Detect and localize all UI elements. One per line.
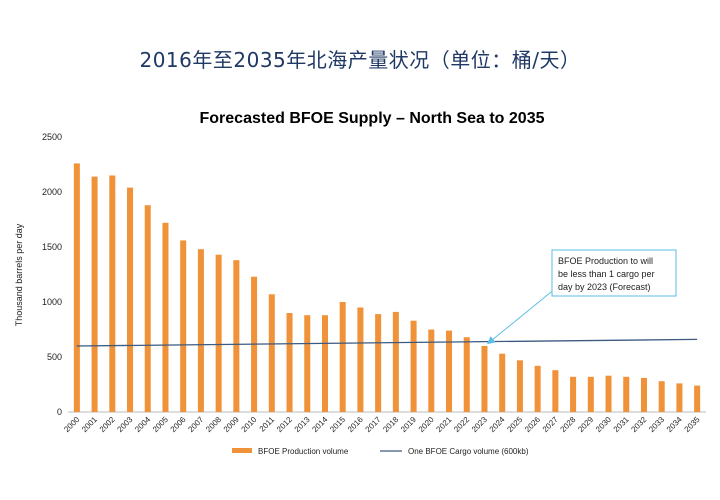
bar (304, 315, 311, 412)
bar (357, 307, 364, 412)
x-tick-label: 2030 (594, 415, 613, 434)
x-tick-label: 2014 (310, 415, 329, 434)
legend-bar-swatch (232, 448, 252, 453)
bar (481, 346, 488, 412)
x-tick-label: 2010 (240, 415, 259, 434)
bar (375, 314, 382, 412)
bar (446, 330, 453, 412)
x-tick-label: 2019 (399, 415, 418, 434)
x-tick-label: 2000 (62, 415, 81, 434)
x-tick-label: 2026 (523, 415, 542, 434)
x-tick-label: 2031 (612, 415, 631, 434)
bar (339, 302, 346, 412)
callout-text: BFOE Production to will be less than 1 c… (558, 256, 657, 292)
x-axis: 2000200120022003200420052006200720082009… (62, 411, 706, 434)
bar (268, 294, 275, 412)
bar (605, 375, 612, 412)
x-tick-label: 2034 (665, 415, 684, 434)
bar (321, 315, 328, 412)
y-tick-label: 2000 (42, 187, 62, 197)
bar (552, 370, 559, 412)
bar (570, 376, 577, 412)
y-tick-label: 2500 (42, 132, 62, 142)
page-title: 2016年至2035年北海产量状况（单位：桶/天） (139, 48, 581, 72)
x-tick-label: 2016 (346, 415, 365, 434)
legend-bar-label: BFOE Production volume (258, 447, 349, 456)
bar (73, 163, 80, 412)
bar (694, 385, 701, 412)
callout-arrow (486, 287, 557, 345)
callout-box (551, 249, 677, 297)
bar (144, 205, 151, 412)
x-tick-label: 2020 (417, 415, 436, 434)
y-tick-label: 1000 (42, 297, 62, 307)
x-tick-label: 2025 (505, 415, 524, 434)
x-tick-label: 2024 (488, 415, 507, 434)
y-axis: 0 500 1000 1500 2000 2500 (42, 132, 62, 417)
x-tick-label: 2032 (629, 415, 648, 434)
bar (180, 240, 187, 412)
bar (91, 176, 98, 412)
x-tick-label: 2006 (169, 415, 188, 434)
bar (499, 353, 506, 412)
x-tick-label: 2012 (275, 415, 294, 434)
x-tick-label: 2007 (186, 415, 205, 434)
y-tick-label: 1500 (42, 242, 62, 252)
x-tick-label: 2004 (133, 415, 152, 434)
cargo-line (76, 338, 698, 347)
callout-line-1: BFOE Production to will (558, 256, 653, 266)
bar (623, 376, 630, 412)
x-tick-label: 2018 (381, 415, 400, 434)
legend: BFOE Production volume One BFOE Cargo vo… (232, 447, 529, 456)
x-tick-label: 2011 (258, 415, 277, 434)
x-tick-label: 2035 (683, 415, 702, 434)
bar (640, 377, 647, 412)
x-tick-label: 2001 (80, 415, 99, 434)
bar-series (73, 163, 701, 412)
x-tick-label: 2008 (204, 415, 223, 434)
bar (197, 249, 204, 412)
bar (215, 254, 222, 412)
x-tick-label: 2021 (434, 415, 453, 434)
bar (676, 383, 683, 412)
callout-line-3: day by 2023 (Forecast) (558, 282, 651, 292)
callout-line-2: be less than 1 cargo per (558, 269, 655, 279)
y-axis-label: Thousand barrels per day (14, 223, 24, 326)
x-tick-label: 2023 (470, 415, 489, 434)
x-tick-label: 2033 (647, 415, 666, 434)
x-tick-label: 2002 (98, 415, 117, 434)
bar (516, 360, 523, 412)
x-tick-label: 2029 (576, 415, 595, 434)
x-tick-label: 2013 (293, 415, 312, 434)
x-tick-label: 2003 (115, 415, 134, 434)
chart-title: Forecasted BFOE Supply – North Sea to 20… (200, 110, 545, 127)
bar (410, 320, 417, 412)
bar (127, 187, 134, 412)
x-tick-label: 2005 (151, 415, 170, 434)
y-tick-label: 0 (57, 407, 62, 417)
x-tick-label: 2017 (364, 415, 383, 434)
x-tick-label: 2022 (452, 415, 471, 434)
x-tick-label: 2015 (328, 415, 347, 434)
x-tick-label: 2028 (559, 415, 578, 434)
bar (162, 222, 169, 412)
bar (286, 313, 293, 412)
bar (463, 337, 470, 412)
bar (658, 381, 665, 412)
bar (534, 365, 541, 412)
bar (428, 329, 435, 412)
x-tick-label: 2009 (222, 415, 241, 434)
y-tick-label: 500 (47, 352, 62, 362)
legend-line-label: One BFOE Cargo volume (600kb) (408, 447, 529, 456)
bar (233, 260, 240, 412)
bar (109, 175, 116, 412)
bar (392, 311, 399, 412)
annotation: BFOE Production to will be less than 1 c… (486, 249, 677, 345)
bar (587, 376, 594, 412)
x-tick-label: 2027 (541, 415, 560, 434)
